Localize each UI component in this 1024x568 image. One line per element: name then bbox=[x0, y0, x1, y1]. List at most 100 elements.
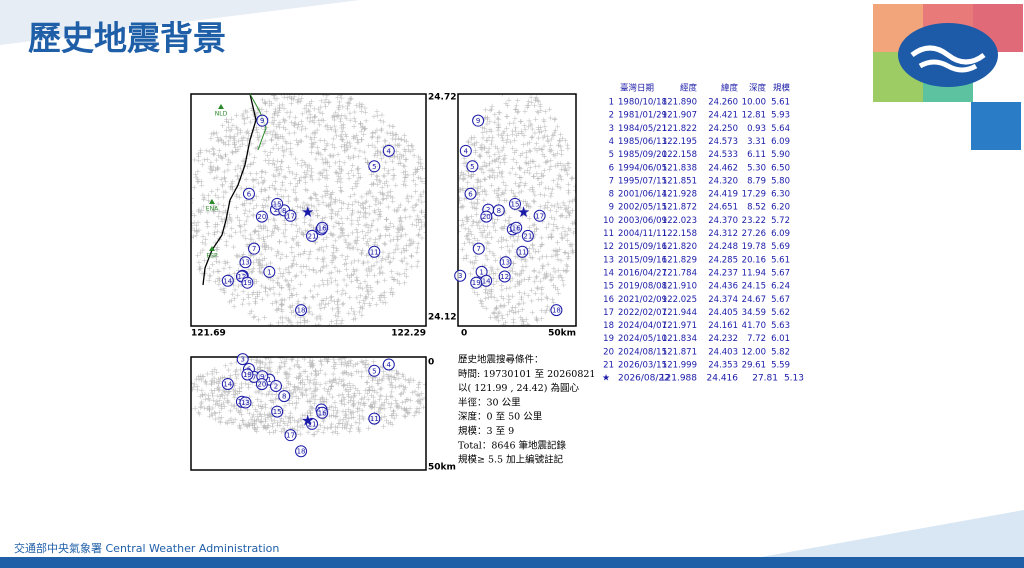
table-cell: 121.944 bbox=[662, 308, 697, 318]
table-cell: 24.421 bbox=[708, 111, 738, 121]
event-marker bbox=[295, 304, 308, 317]
event-number: 7 bbox=[252, 245, 256, 253]
current-event: ★ bbox=[301, 203, 314, 221]
row-number: 10 bbox=[603, 216, 614, 226]
event-marker bbox=[271, 405, 284, 418]
event-number: 16 bbox=[318, 224, 327, 232]
event-number: 13 bbox=[241, 259, 250, 267]
slide-title: 歷史地震背景 bbox=[28, 19, 226, 58]
table-cell: 121.838 bbox=[662, 163, 697, 173]
row-number: 3 bbox=[609, 124, 614, 134]
footer-agency: 交通部中央氣象署 Central Weather Administration bbox=[14, 541, 279, 555]
event-marker bbox=[306, 417, 319, 430]
panel-frame bbox=[190, 356, 427, 471]
event-number: 16 bbox=[512, 224, 521, 232]
table-cell: 121.910 bbox=[662, 282, 697, 292]
row-number: 5 bbox=[609, 150, 614, 160]
event-marker bbox=[306, 229, 319, 242]
event-number: 1 bbox=[267, 268, 271, 276]
row-number: 6 bbox=[609, 163, 614, 173]
event-marker bbox=[464, 187, 477, 200]
table-cell: 122.195 bbox=[662, 137, 697, 147]
table-cell: 41.70 bbox=[742, 321, 766, 331]
event-number: 19 bbox=[472, 279, 481, 287]
row-number: 19 bbox=[603, 334, 614, 344]
event-marker bbox=[480, 210, 493, 223]
station-label: ESP bbox=[206, 253, 218, 260]
table-cell: 121.871 bbox=[662, 347, 697, 357]
table-cell: 6.50 bbox=[771, 163, 790, 173]
current-cell: 24.416 bbox=[707, 374, 739, 384]
table-cell: 10.00 bbox=[742, 98, 766, 108]
station-label: ENA bbox=[206, 206, 219, 213]
table-cell: 12.81 bbox=[742, 111, 766, 121]
event-number: 11 bbox=[370, 415, 379, 423]
event-number: 18 bbox=[297, 448, 306, 456]
event-marker bbox=[454, 269, 467, 282]
event-number: 17 bbox=[535, 212, 544, 220]
table-cell: 1981/01/29 bbox=[618, 111, 667, 121]
table-cell: 2015/09/16 bbox=[618, 242, 667, 252]
table-cell: 5.80 bbox=[771, 176, 790, 186]
event-marker bbox=[248, 242, 261, 255]
current-event: ★ bbox=[517, 203, 530, 221]
event-number: 17 bbox=[286, 212, 295, 220]
event-marker bbox=[382, 144, 395, 157]
table-cell: 24.403 bbox=[708, 347, 738, 357]
table-cell: 1995/07/15 bbox=[618, 176, 667, 186]
table-cell: 2022/02/07 bbox=[618, 308, 667, 318]
axis-label: 24.72 bbox=[428, 93, 456, 103]
table-cell: 2021/02/09 bbox=[618, 295, 667, 305]
table-cell: 24.651 bbox=[708, 203, 738, 213]
search-condition: 以( 121.99 , 24.42) 為圓心 bbox=[458, 382, 579, 394]
event-marker bbox=[470, 276, 483, 289]
event-marker bbox=[459, 144, 472, 157]
event-marker bbox=[255, 210, 268, 223]
table-header: 經度 bbox=[680, 83, 698, 94]
event-number: 17 bbox=[286, 432, 295, 440]
event-marker bbox=[271, 197, 284, 210]
event-marker bbox=[516, 245, 529, 258]
event-number: 8 bbox=[282, 393, 286, 401]
table-cell: 23.22 bbox=[742, 216, 766, 226]
event-marker bbox=[368, 364, 381, 377]
event-marker bbox=[510, 221, 523, 234]
table-cell: 24.573 bbox=[708, 137, 738, 147]
event-number: 1 bbox=[267, 376, 271, 384]
search-condition: 半徑：30 公里 bbox=[458, 396, 521, 408]
table-cell: 121.890 bbox=[662, 98, 697, 108]
row-number: 1 bbox=[609, 98, 614, 108]
table-cell: 27.26 bbox=[742, 229, 766, 239]
row-number: 16 bbox=[603, 295, 614, 305]
table-cell: 6.24 bbox=[771, 282, 790, 292]
table-cell: 121.829 bbox=[662, 255, 697, 265]
event-number: 6 bbox=[247, 190, 252, 198]
event-number: 11 bbox=[518, 248, 527, 256]
event-number: 13 bbox=[241, 399, 250, 407]
row-number: 21 bbox=[603, 361, 614, 371]
table-cell: 1985/09/20 bbox=[618, 150, 667, 160]
station-marker bbox=[209, 246, 215, 251]
table-cell: 24.232 bbox=[708, 334, 738, 344]
event-marker bbox=[241, 368, 254, 381]
panel-frame bbox=[190, 93, 427, 327]
table-cell: 122.158 bbox=[662, 150, 697, 160]
table-cell: 121.784 bbox=[662, 268, 697, 278]
table-cell: 24.237 bbox=[708, 268, 738, 278]
row-number: 13 bbox=[603, 255, 614, 265]
table-cell: 24.405 bbox=[708, 308, 738, 318]
table-cell: 24.533 bbox=[708, 150, 738, 160]
event-marker bbox=[368, 412, 381, 425]
event-number: 11 bbox=[370, 248, 379, 256]
axis-label: 24.12 bbox=[428, 313, 456, 323]
event-number: 5 bbox=[470, 163, 474, 171]
current-cell: 5.13 bbox=[784, 374, 804, 384]
row-number: 9 bbox=[609, 203, 614, 213]
event-marker bbox=[521, 229, 534, 242]
table-cell: 20.16 bbox=[742, 255, 766, 265]
event-number: 21 bbox=[523, 232, 532, 240]
table-cell: 121.971 bbox=[662, 321, 697, 331]
table-cell: 8.52 bbox=[747, 203, 766, 213]
row-number: 14 bbox=[603, 268, 614, 278]
